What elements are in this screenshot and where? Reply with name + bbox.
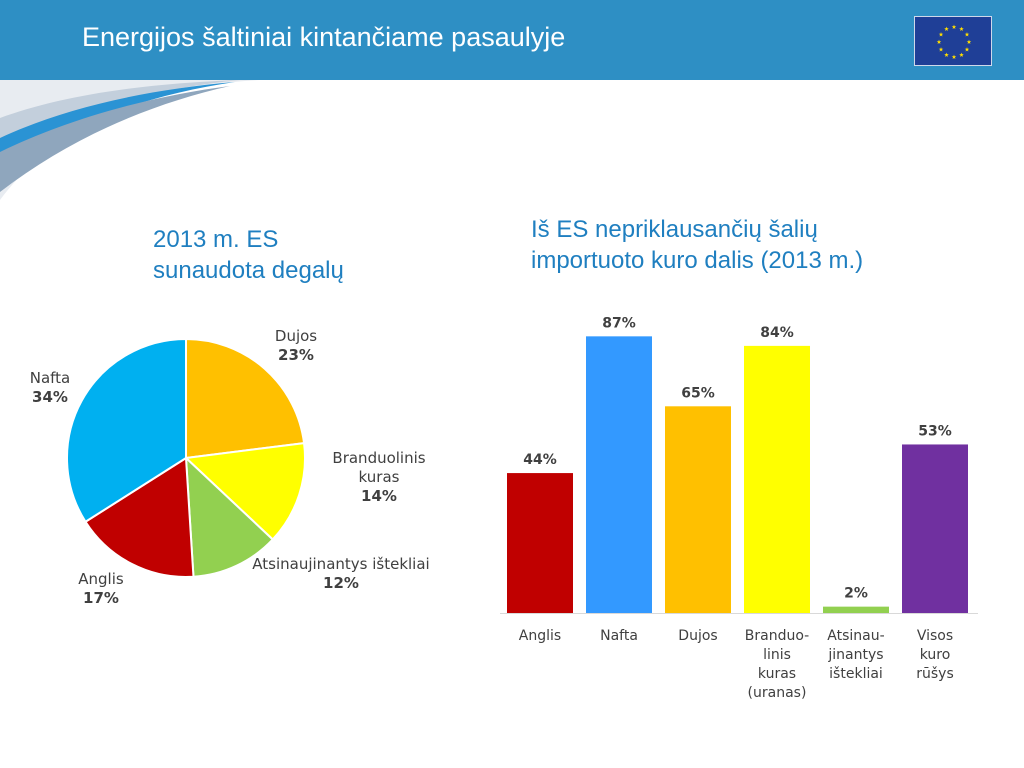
flag-star [964,47,970,52]
bar [744,345,810,613]
bar-value-label: 44% [523,452,557,468]
bar [665,406,731,613]
pie-slice-label: Anglis [78,570,124,588]
pie-slice-value: 34% [32,388,68,406]
bar-category-label: linis [763,647,791,663]
pie-slice-value: 23% [278,346,314,364]
pie-title-line: sunaudota degalų [153,257,344,284]
bar-category-label: kuras [758,666,796,682]
bar-category-label: jinantys [827,647,883,663]
bar-category-label: kuro [920,647,951,663]
pie-slice-label: kuras [359,468,400,486]
flag-star [944,52,949,57]
pie-chart-title: 2013 m. ES sunaudota degalų [153,224,433,286]
bar [586,336,652,613]
flag-star [944,26,949,31]
pie-slice-label: Dujos [275,327,317,345]
flag-star [959,26,964,31]
decorative-swoosh [0,80,260,200]
pie-slice [183,441,306,541]
pie-title-line: 2013 m. ES [153,226,279,253]
pie-slice-label: Nafta [30,369,71,387]
bar-title-line: importuoto kuro dalis (2013 m.) [531,247,864,274]
bar-category-label: Anglis [519,628,561,644]
bar-value-label: 84% [760,325,794,341]
flag-star [959,52,964,57]
bar-category-label: Visos [917,628,953,644]
bar-value-label: 65% [681,385,715,401]
eu-flag-icon [914,16,992,66]
bar-chart-title: Iš ES nepriklausančių šalių importuoto ku… [531,214,971,276]
pie-slice-value: 17% [83,589,119,607]
bar-value-label: 2% [844,586,868,602]
header-band: Energijos šaltiniai kintančiame pasaulyj… [0,0,1024,80]
flag-star [964,32,970,37]
bar [902,444,968,613]
bar-category-label: (uranas) [748,685,807,701]
bar-title-line: Iš ES nepriklausančių šalių [531,216,818,243]
pie-slice [84,456,195,578]
bar-category-label: Nafta [600,628,638,644]
pie-slice [185,337,306,460]
bar-value-label: 87% [602,315,636,331]
pie-slice [184,455,275,578]
bar [823,606,889,613]
bar-category-label: Dujos [678,628,717,644]
bar-category-label: Branduo- [745,628,809,644]
page-title: Energijos šaltiniai kintančiame pasaulyj… [82,22,566,52]
flag-star [966,39,972,44]
bar [507,473,573,613]
bar-category-label: rūšys [916,666,954,682]
pie-slice [66,337,187,524]
flag-star [951,54,957,59]
bar-category-label: ištekliai [829,666,883,682]
pie-slice-value: 12% [323,574,359,592]
bar-value-label: 53% [918,423,952,439]
pie-slice-label: Branduolinis [332,449,425,467]
bar-category-label: Atsinau- [827,628,884,644]
flag-star [938,32,944,37]
flag-star [938,47,944,52]
flag-star [951,24,957,29]
pie-slice-label: Atsinaujinantys ištekliai [252,555,429,573]
flag-star [936,39,942,44]
pie-slice-value: 14% [361,487,397,505]
